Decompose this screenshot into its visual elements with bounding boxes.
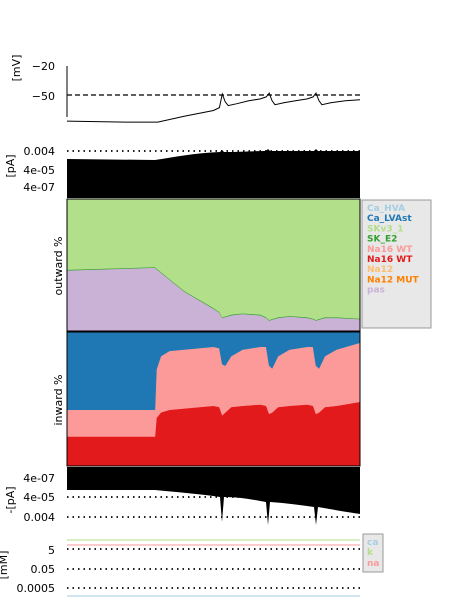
legend-entry-na12-mut: Na12 MUT (367, 275, 420, 285)
concentration-legend-box (362, 533, 384, 573)
concentration-legend-ca: ca (367, 538, 378, 548)
concentration-legend: ca k na (362, 533, 384, 573)
current-tick-label: 0.004 (24, 145, 56, 158)
channel-legend-box (361, 199, 432, 329)
outward-panel-frame (66, 198, 361, 332)
current-tick-label: 4e-05 (23, 164, 55, 177)
current-axis-label: [pA] (4, 154, 17, 177)
inward-current-magnitude-panel: 4e-07 4e-05 0.004 -[pA] (4, 467, 360, 525)
legend-entry-na12: Na12 (367, 265, 393, 275)
voltage-panel: −20 −50 [mV] (10, 55, 361, 123)
concentration-tick-label: 0.0005 (17, 582, 56, 595)
voltage-tick-label: −50 (32, 90, 55, 103)
voltage-trace (66, 92, 361, 123)
inward-axis-label: inward % (52, 374, 65, 425)
outward-axis-label: outward % (52, 236, 65, 295)
legend-entry-ca-lvast: Ca_LVAst (367, 214, 412, 224)
concentration-panel: 5 0.05 0.0005 [mM] ca k na (0, 533, 384, 597)
current-axis-label: -[pA] (4, 486, 17, 513)
legend-entry-na16-wt: Na16 WT (367, 255, 413, 265)
legend-entry-na16-wt: Na16 WT (367, 245, 413, 255)
legend-entry-ca-hva: Ca_HVA (367, 204, 405, 214)
outward-share-panel: outward % (52, 198, 361, 332)
inward-current-band (67, 467, 360, 525)
outward-current-band (67, 149, 360, 198)
voltage-tick-label: −20 (32, 60, 55, 73)
concentration-legend-na: na (367, 559, 379, 569)
inward-panel-frame (66, 331, 361, 467)
current-tick-label: 4e-05 (23, 491, 55, 504)
inward-share-panel: inward % (52, 331, 361, 467)
current-tick-label: 4e-07 (23, 472, 55, 485)
voltage-axis-label: [mV] (10, 55, 23, 82)
legend-entry-pas: pas (367, 286, 385, 296)
outward-current-magnitude-panel: 0.004 4e-05 4e-07 [pA] (4, 145, 360, 198)
concentration-axis-label: [mM] (0, 551, 10, 580)
legend-entry-sk-e2: SK_E2 (367, 235, 397, 245)
legend-entry-skv3-1: SKv3_1 (367, 224, 403, 234)
concentration-legend-k: k (367, 548, 374, 558)
concentration-tick-label: 5 (48, 544, 55, 557)
current-tick-label: 0.004 (24, 511, 56, 524)
current-tick-label: 4e-07 (23, 181, 55, 194)
concentration-tick-label: 0.05 (31, 563, 56, 576)
